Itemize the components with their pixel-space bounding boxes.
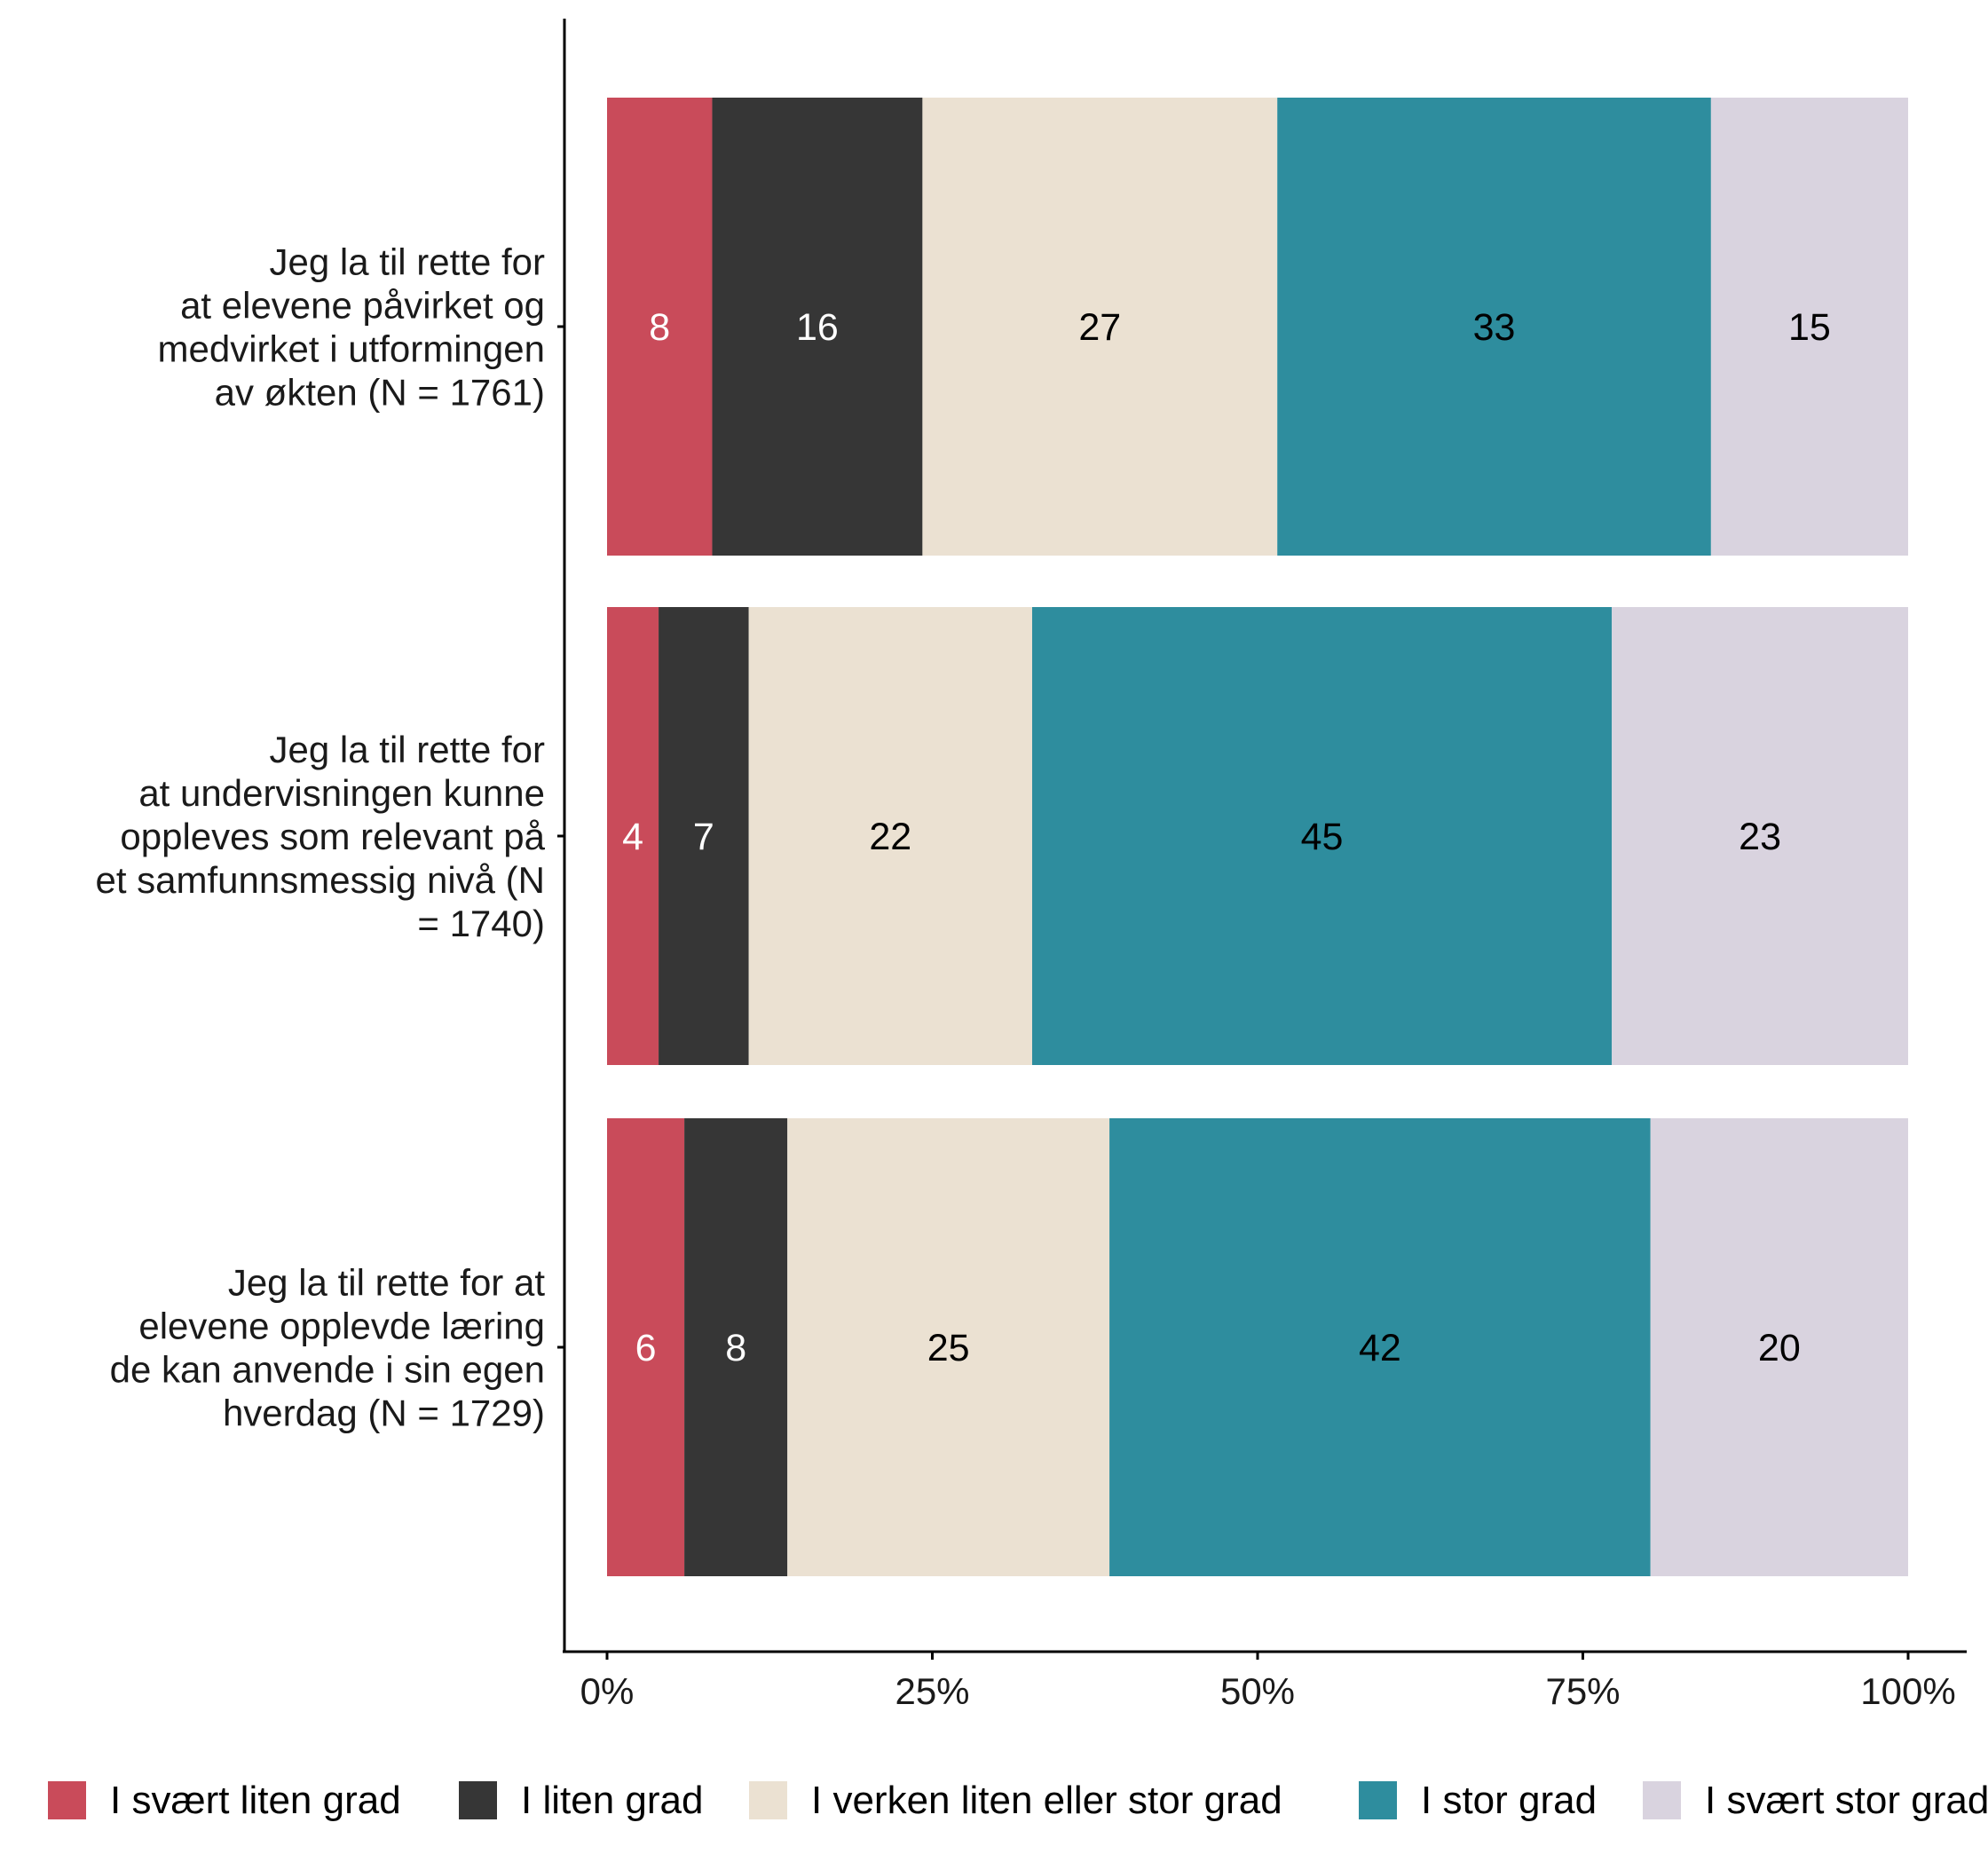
legend-label: I svært liten grad <box>110 1779 401 1822</box>
bar-segment <box>1650 1118 1908 1576</box>
y-tick-label: de kan anvende i sin egen <box>110 1349 545 1391</box>
legend: I svært liten grad I liten grad I verken l… <box>48 1779 1988 1822</box>
x-tick-label: 50% <box>1220 1670 1295 1712</box>
legend-label: I svært stor grad <box>1705 1779 1988 1822</box>
data-label: 20 <box>1758 1327 1801 1369</box>
y-tick-label: oppleves som relevant på <box>120 816 545 857</box>
data-label: 23 <box>1739 816 1781 858</box>
x-tick-label: 0% <box>580 1670 635 1712</box>
legend-label: I liten grad <box>521 1779 703 1822</box>
data-label: 16 <box>796 306 839 349</box>
y-tick-label: Jeg la til rette for at <box>228 1262 545 1304</box>
data-label: 45 <box>1301 816 1344 858</box>
y-tick-label: at undervisningen kunne <box>138 772 545 814</box>
bar-segment <box>607 98 713 556</box>
y-tick-label: Jeg la til rette for <box>270 729 545 770</box>
y-tick-label: hverdag (N = 1729) <box>223 1393 545 1434</box>
y-tick-label: av økten (N = 1761) <box>215 372 545 414</box>
bar-segment <box>684 1118 788 1576</box>
x-axis-ticks: 0% 25% 50% 75% 100% <box>580 1652 1956 1712</box>
bar-segment <box>607 607 659 1065</box>
bars-layer: 8 16 27 33 15 4 7 22 45 23 6 8 25 42 20 <box>607 98 1908 1576</box>
legend-swatch <box>1359 1781 1397 1819</box>
y-tick-label: et samfunnsmessig nivå (N <box>95 859 545 901</box>
data-label: 22 <box>869 816 911 858</box>
data-label: 42 <box>1359 1327 1401 1369</box>
legend-swatch <box>749 1781 787 1819</box>
y-tick-label: = 1740) <box>417 903 545 944</box>
legend-swatch <box>459 1781 497 1819</box>
y-tick-label: at elevene påvirket og <box>180 285 545 327</box>
data-label: 27 <box>1078 306 1121 349</box>
bar-segment <box>712 98 923 556</box>
y-tick-label: Jeg la til rette for <box>270 241 545 283</box>
bar-segment <box>1031 607 1613 1065</box>
x-tick-label: 75% <box>1545 1670 1620 1712</box>
data-label: 8 <box>649 306 670 349</box>
legend-label: I verken liten eller stor grad <box>811 1779 1282 1822</box>
bar-segment <box>607 1118 685 1576</box>
legend-swatch <box>48 1781 86 1819</box>
y-tick-label: medvirket i utformingen <box>157 328 545 370</box>
legend-label: I stor grad <box>1421 1779 1597 1822</box>
x-tick-label: 100% <box>1860 1670 1955 1712</box>
bar-segment <box>1612 607 1908 1065</box>
data-label: 15 <box>1788 306 1831 349</box>
bar-segment <box>748 607 1032 1065</box>
data-label: 4 <box>622 816 643 858</box>
y-tick-label: elevene opplevde læring <box>138 1306 545 1347</box>
bar-segment <box>922 98 1278 556</box>
x-tick-label: 25% <box>895 1670 969 1712</box>
data-label: 8 <box>725 1327 746 1369</box>
bar-segment <box>787 1118 1110 1576</box>
bar-segment <box>1277 98 1711 556</box>
data-label: 6 <box>635 1327 657 1369</box>
data-label: 7 <box>693 816 714 858</box>
bar-segment <box>659 607 749 1065</box>
bar-segment <box>1710 98 1908 556</box>
data-label: 33 <box>1473 306 1516 349</box>
legend-swatch <box>1643 1781 1681 1819</box>
bar-segment <box>1109 1118 1651 1576</box>
data-label: 25 <box>927 1327 970 1369</box>
